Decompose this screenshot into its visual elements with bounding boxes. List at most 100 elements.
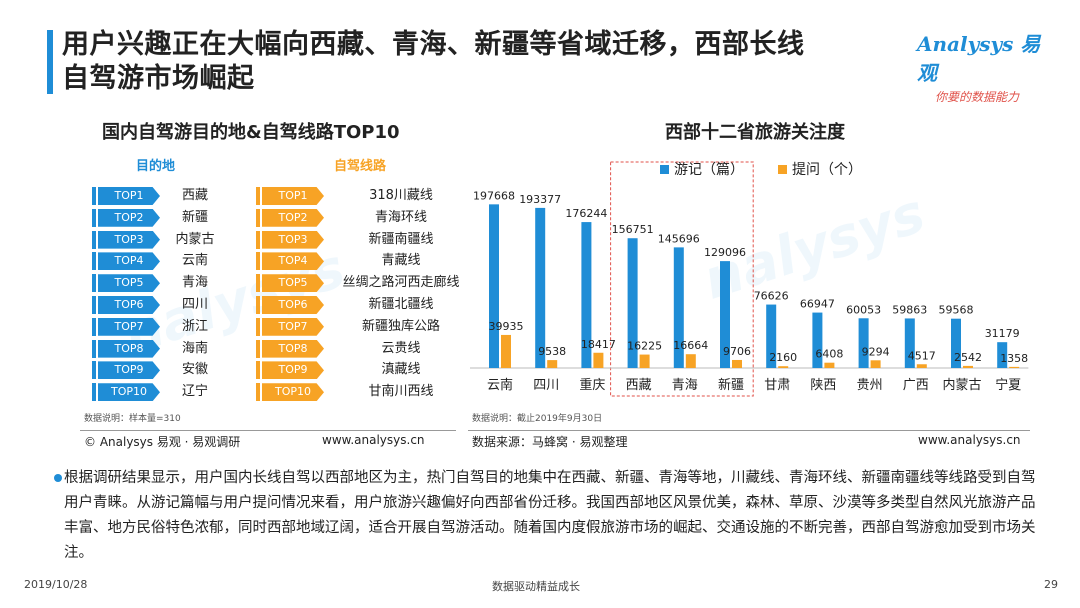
route-name: 青海环线 (374, 209, 427, 225)
x-tick-label: 西藏 (626, 378, 652, 393)
bar-youji (997, 342, 1008, 368)
rank-tag-stripe (256, 230, 260, 249)
rank-tag-stripe (92, 187, 96, 205)
x-tick-label: 陕西 (810, 378, 836, 393)
logo-slogan: 你要的数据能力 (935, 90, 1020, 104)
bullet-icon (54, 474, 62, 482)
data-label-youji: 59863 (892, 303, 927, 316)
data-label-tiwen: 1358 (1000, 352, 1028, 365)
route-name: 云贵线 (381, 340, 421, 356)
destination-name: 西藏 (181, 188, 208, 203)
legend-swatch-youji (660, 165, 669, 174)
x-tick-label: 新疆 (718, 377, 744, 393)
destination-rank-tag: TOP8 (98, 339, 160, 358)
data-label-tiwen: 16225 (627, 340, 662, 353)
rank-tag-stripe (256, 296, 260, 314)
rank-tag-stripe (92, 208, 96, 227)
legend-label-youji: 游记（篇） (674, 162, 744, 178)
bar-tiwen (824, 362, 835, 368)
x-tick-label: 内蒙古 (942, 377, 981, 393)
route-header: 自驾线路 (334, 159, 387, 174)
route-rank-tag: TOP1 (262, 187, 324, 205)
route-rank-tag: TOP5 (262, 274, 324, 293)
page-title-line1: 用户兴趣正在大幅向西藏、青海、新疆等省域迁移，西部长线 (62, 29, 805, 60)
rank-tag-stripe (92, 274, 96, 293)
bar-youji (489, 204, 499, 368)
bar-youji (673, 247, 684, 368)
destination-rank-tag: TOP9 (98, 361, 160, 380)
rank-tag-stripe (92, 230, 96, 249)
x-tick-label: 青海 (672, 378, 698, 393)
destination-name: 青海 (181, 275, 208, 291)
left-data-note: 数据说明：样本量=310 (84, 414, 181, 424)
x-tick-label: 云南 (487, 377, 513, 393)
route-rank-tag: TOP8 (262, 339, 324, 358)
bar-youji (904, 318, 915, 368)
data-label-youji: 76626 (754, 290, 789, 303)
rank-tag-stripe (92, 317, 96, 336)
left-source-label: © Analysys 易观 · 易观调研 (84, 435, 241, 449)
bar-tiwen (593, 352, 604, 368)
logo-text: Analysys 易观 (917, 32, 1041, 85)
data-label-youji: 60053 (846, 303, 881, 316)
rank-tag-stripe (256, 383, 260, 402)
bar-tiwen (685, 354, 696, 368)
analysys-logo: Analysys 易观 你要的数据能力 (917, 28, 1052, 104)
rank-tag-stripe (256, 187, 260, 205)
destination-name: 四川 (181, 297, 208, 312)
left-panel-title: 国内自驾游目的地&自驾线路TOP10 (102, 122, 400, 143)
data-label-tiwen: 39935 (489, 320, 524, 333)
rank-tag-stripe (256, 208, 260, 227)
page-number: 29 (1044, 578, 1058, 591)
title-accent-bar (47, 30, 53, 94)
destination-name: 海南 (181, 340, 208, 356)
bar-youji (535, 207, 546, 368)
data-label-youji: 59568 (939, 304, 974, 317)
data-label-tiwen: 4517 (908, 349, 936, 362)
bar-tiwen (778, 366, 789, 368)
data-label-youji: 156751 (612, 223, 654, 236)
destination-rank-tag: TOP10 (98, 383, 160, 402)
destination-rank-tag: TOP5 (98, 274, 160, 293)
route-name: 甘南川西线 (368, 384, 434, 400)
page-title-line2: 自驾游市场崛起 (62, 63, 255, 94)
legend-swatch-tiwen (778, 165, 787, 174)
destination-name: 内蒙古 (175, 231, 215, 247)
data-label-youji: 129096 (704, 246, 746, 259)
bar-youji (951, 318, 961, 368)
data-label-youji: 193377 (519, 193, 561, 206)
data-label-tiwen: 16664 (673, 339, 708, 352)
destination-name: 辽宁 (181, 384, 208, 400)
data-label-tiwen: 9538 (538, 345, 566, 358)
bar-youji (812, 312, 823, 368)
destination-name: 浙江 (181, 318, 208, 334)
data-label-youji: 176244 (565, 207, 607, 220)
route-name: 滇藏线 (381, 362, 421, 378)
route-name: 青藏线 (381, 253, 421, 269)
data-label-tiwen: 9706 (723, 345, 751, 358)
x-tick-label: 甘肃 (764, 378, 790, 393)
data-label-tiwen: 9294 (862, 345, 890, 358)
route-name: 新疆独库公路 (361, 318, 440, 334)
data-label-youji: 66947 (800, 298, 835, 311)
footer-slogan: 数据驱动精益成长 (492, 580, 580, 593)
route-name: 新疆北疆线 (368, 297, 434, 312)
route-name: 318川藏线 (369, 188, 433, 203)
bar-youji (627, 238, 638, 368)
chart-title: 西部十二省旅游关注度 (665, 122, 845, 143)
rank-tag-stripe (256, 252, 260, 271)
route-rank-tag: TOP7 (262, 317, 324, 336)
rank-tag-stripe (92, 361, 96, 380)
bar-youji (581, 222, 592, 368)
left-source-url: www.analysys.cn (322, 433, 425, 447)
x-tick-label: 四川 (533, 378, 559, 393)
x-tick-label: 贵州 (857, 378, 883, 393)
right-source-divider (468, 430, 1030, 431)
destination-rank-tag: TOP2 (98, 208, 160, 227)
destination-rank-tag: TOP1 (98, 187, 160, 205)
bar-youji (858, 318, 869, 368)
data-label-youji: 197668 (473, 189, 515, 202)
x-tick-label: 宁夏 (995, 377, 1021, 393)
route-rank-tag: TOP3 (262, 230, 324, 249)
destination-rank-tag: TOP4 (98, 252, 160, 271)
